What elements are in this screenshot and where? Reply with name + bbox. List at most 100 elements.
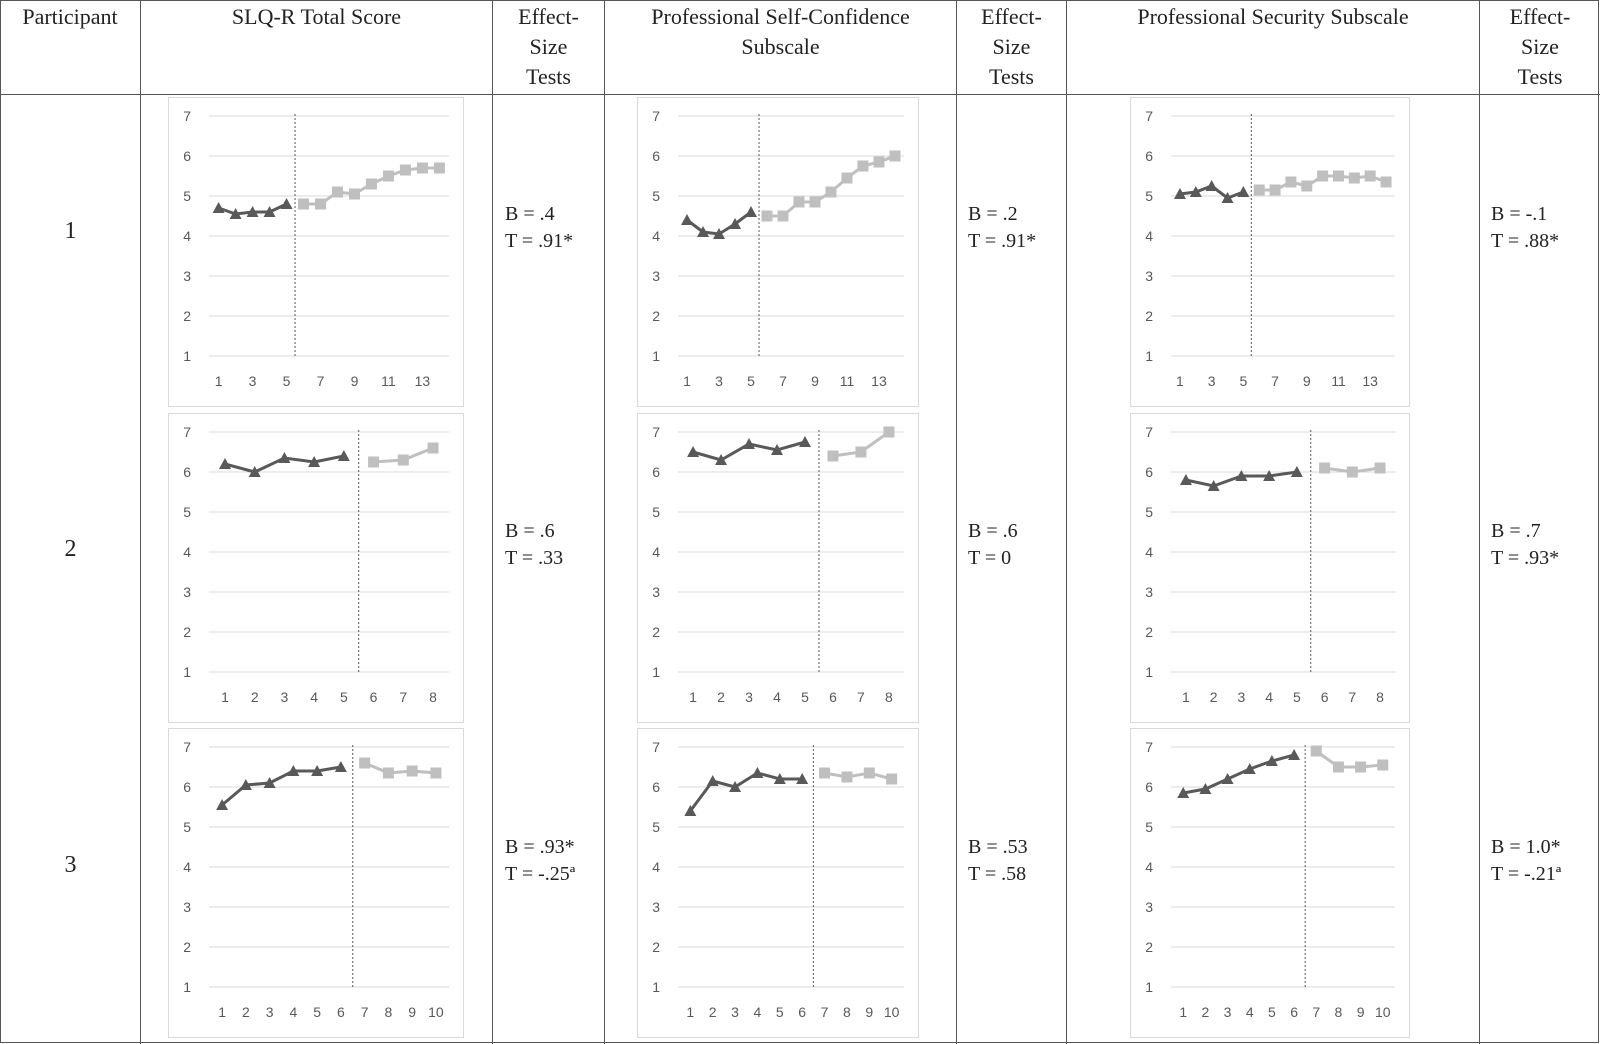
intervention-point <box>298 198 310 210</box>
effect-size-cell: B = .2 T = .91* <box>968 201 1036 255</box>
x-tick-label: 5 <box>1293 689 1301 705</box>
baseline-point <box>1288 749 1301 760</box>
effect-size-b: B = 1.0* <box>1491 836 1561 858</box>
intervention-point <box>1317 170 1329 182</box>
y-tick-label: 3 <box>652 899 660 915</box>
chart-p3-total: 1 2 3 4 5 6 7 1 2 3 4 5 6 7 8 9 10 <box>168 728 464 1038</box>
effect-size-b: B = .7 <box>1491 520 1541 542</box>
effect-size-cell: B = 1.0* T = -.21ª <box>1491 834 1561 888</box>
intervention-point <box>433 162 445 174</box>
x-tick-label: 2 <box>251 689 259 705</box>
baseline-point <box>1221 773 1234 784</box>
x-tick-label: 2 <box>1210 689 1218 705</box>
y-tick-label: 7 <box>652 424 660 440</box>
y-tick-label: 3 <box>183 268 191 284</box>
x-tick-label: 4 <box>289 1004 297 1020</box>
effect-size-b: B = .4 <box>505 203 555 225</box>
x-tick-label: 4 <box>1265 689 1273 705</box>
baseline-point <box>287 765 300 776</box>
x-tick-label: 7 <box>1348 689 1356 705</box>
baseline-line <box>689 771 803 812</box>
participant-label: 3 <box>64 852 77 878</box>
baseline-point <box>1237 186 1250 197</box>
y-tick-label: 6 <box>652 464 660 480</box>
x-tick-label: 6 <box>1321 689 1329 705</box>
y-tick-label: 6 <box>652 779 660 795</box>
baseline-point <box>334 761 347 772</box>
x-tick-label: 13 <box>1362 373 1378 389</box>
chart-p1-total: 1 2 3 4 5 6 7 1 3 5 7 9 11 13 <box>168 97 464 407</box>
y-tick-label: 5 <box>183 819 191 835</box>
effect-size-t: T = -.21ª <box>1491 863 1562 885</box>
intervention-point <box>416 162 428 174</box>
y-tick-label: 3 <box>1145 899 1153 915</box>
x-tick-label: 13 <box>415 373 431 389</box>
x-tick-label: 1 <box>215 373 223 389</box>
x-tick-label: 7 <box>1312 1004 1320 1020</box>
baseline-point <box>308 456 321 467</box>
y-tick-label: 2 <box>1145 939 1153 955</box>
baseline-point <box>229 208 242 219</box>
chart-p2-total: 1 2 3 4 5 6 7 1 2 3 4 5 6 7 8 <box>168 413 464 723</box>
x-tick-label: 10 <box>428 1004 444 1020</box>
baseline-point <box>729 781 742 792</box>
effect-size-cell: B = .53 T = .58 <box>968 834 1028 888</box>
y-tick-label: 4 <box>652 544 660 560</box>
effect-size-cell: B = .6 T = .33 <box>505 518 563 572</box>
intervention-point <box>399 164 411 176</box>
intervention-line <box>1315 749 1383 769</box>
intervention-line <box>824 771 893 781</box>
baseline-point <box>1199 783 1212 794</box>
intervention-point <box>1332 170 1344 182</box>
baseline-point <box>713 228 726 239</box>
y-tick-label: 6 <box>183 148 191 164</box>
intervention-point <box>315 198 327 210</box>
effect-size-t: T = .91* <box>505 230 574 252</box>
intervention-line <box>364 761 437 775</box>
y-tick-label: 2 <box>183 308 191 324</box>
baseline-point <box>263 777 276 788</box>
x-tick-label: 2 <box>717 689 725 705</box>
intervention-point <box>382 170 394 182</box>
intervention-point <box>889 150 901 162</box>
intervention-point <box>1377 759 1389 771</box>
intervention-point <box>368 456 380 468</box>
x-tick-label: 11 <box>381 373 396 389</box>
x-tick-label: 8 <box>384 1004 392 1020</box>
header-participant: Participant <box>22 4 118 29</box>
baseline-point <box>311 765 324 776</box>
y-tick-label: 2 <box>183 939 191 955</box>
x-tick-label: 7 <box>361 1004 369 1020</box>
y-tick-label: 2 <box>652 308 660 324</box>
y-tick-label: 6 <box>1145 779 1153 795</box>
effect-size-t: T = -.25ª <box>505 863 576 885</box>
y-tick-label: 1 <box>1145 664 1153 680</box>
y-tick-label: 6 <box>652 148 660 164</box>
intervention-point <box>1301 180 1313 192</box>
chart-svg: 1 2 3 4 5 6 7 1 2 3 4 5 6 7 8 <box>1145 424 1395 705</box>
baseline-point <box>697 226 710 237</box>
effect-size-b: B = .93* <box>505 836 575 858</box>
y-tick-label: 1 <box>1145 979 1153 995</box>
y-tick-label: 2 <box>183 624 191 640</box>
intervention-point <box>841 771 853 783</box>
intervention-point <box>777 210 789 222</box>
baseline-point <box>1207 480 1220 491</box>
x-tick-label: 8 <box>1335 1004 1343 1020</box>
intervention-point <box>857 160 869 172</box>
x-tick-label: 7 <box>821 1004 829 1020</box>
y-tick-label: 7 <box>652 108 660 124</box>
intervention-point <box>1380 176 1392 188</box>
chart-p3-security: 1 2 3 4 5 6 7 1 2 3 4 5 6 7 8 9 10 <box>1130 728 1410 1038</box>
column-divider <box>492 0 493 1044</box>
y-tick-label: 4 <box>183 859 191 875</box>
intervention-point <box>331 186 343 198</box>
y-tick-label: 7 <box>1145 739 1153 755</box>
intervention-point <box>883 426 895 438</box>
baseline-point <box>771 444 784 455</box>
